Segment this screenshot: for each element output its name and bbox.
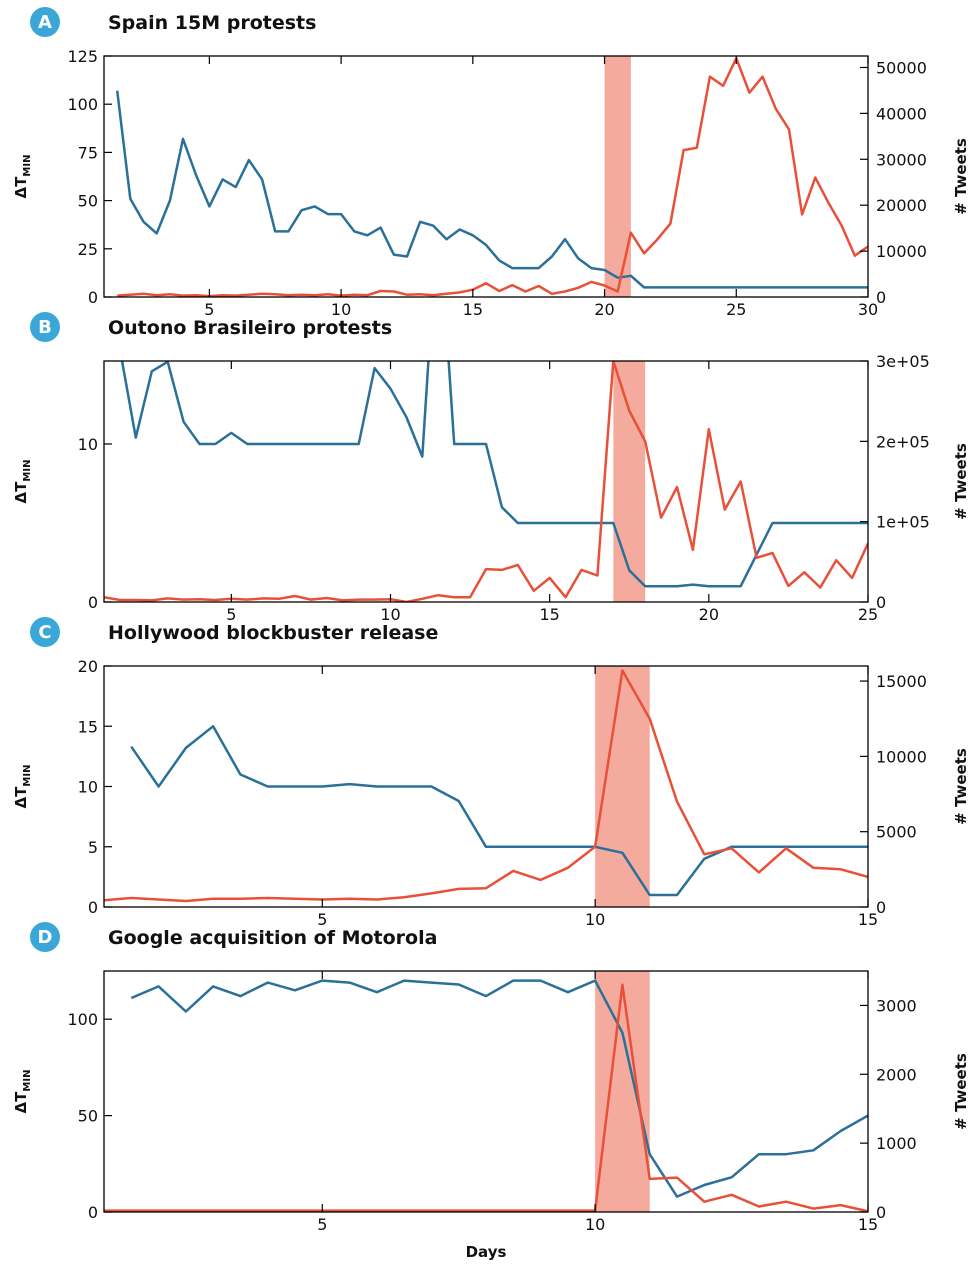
- panel-badge: [30, 617, 60, 647]
- x-tick-label: 5: [226, 605, 236, 624]
- y2-axis-label: # Tweets: [952, 748, 970, 825]
- series-line: [130, 979, 868, 1198]
- panel-badge: [30, 312, 60, 342]
- y2-tick-label: 1000: [876, 1134, 917, 1153]
- panel-title: Google acquisition of Motorola: [108, 927, 437, 949]
- y-tick-label: 10: [78, 778, 98, 797]
- y-tick-label: 5: [88, 838, 98, 857]
- x-tick-label: 10: [585, 910, 605, 929]
- y-axis-label-main: ΔT: [12, 1091, 30, 1114]
- panel-letter: A: [38, 12, 52, 33]
- x-tick-label: 15: [858, 910, 878, 929]
- y2-tick-label: 40000: [876, 104, 927, 123]
- y-tick-label: 100: [67, 1010, 98, 1029]
- y-tick-label: 25: [78, 240, 98, 259]
- y2-tick-label: 0: [876, 288, 886, 307]
- y-axis-label: ΔTMIN: [12, 155, 33, 199]
- y2-tick-label: 0: [876, 898, 886, 917]
- x-tick-label: 15: [858, 1215, 878, 1234]
- y-axis-label: ΔTMIN: [12, 460, 33, 504]
- plot-frame: [103, 970, 869, 1213]
- panel-letter: D: [38, 927, 53, 948]
- x-tick-label: 20: [594, 300, 614, 319]
- panel-title: Outono Brasileiro protests: [108, 317, 392, 339]
- y-axis-label-main: ΔT: [12, 481, 30, 504]
- y-axis-label-sub: MIN: [22, 155, 33, 177]
- y2-tick-label: 50000: [876, 58, 927, 77]
- x-tick-label: 10: [331, 300, 351, 319]
- y-tick-label: 0: [88, 288, 98, 307]
- panel-letter: C: [38, 622, 51, 643]
- y-tick-label: 125: [67, 47, 98, 66]
- y-tick-label: 100: [67, 95, 98, 114]
- y-axis-label-sub: MIN: [22, 765, 33, 787]
- plot-frame: [103, 360, 869, 603]
- series-line: [104, 361, 868, 602]
- y-tick-label: 0: [88, 898, 98, 917]
- y2-axis-label: # Tweets: [952, 443, 970, 520]
- x-tick-label: 15: [539, 605, 559, 624]
- y2-tick-label: 10000: [876, 242, 927, 261]
- y-tick-label: 0: [88, 593, 98, 612]
- y2-tick-label: 15000: [876, 672, 927, 691]
- x-tick-label: 20: [699, 605, 719, 624]
- x-tick-label: 25: [858, 605, 878, 624]
- y2-tick-label: 10000: [876, 747, 927, 766]
- series-line: [120, 361, 868, 588]
- y-tick-label: 20: [78, 657, 98, 676]
- highlight-span: [595, 971, 650, 1212]
- y-axis-label-main: ΔT: [12, 176, 30, 199]
- y2-tick-label: 0: [876, 593, 886, 612]
- y2-tick-label: 5000: [876, 823, 917, 842]
- x-tick-label: 30: [858, 300, 878, 319]
- plot-frame: [103, 55, 869, 298]
- y2-axis-label: # Tweets: [952, 138, 970, 215]
- y-tick-label: 15: [78, 717, 98, 736]
- panel-badge: [30, 7, 60, 37]
- y2-tick-label: 2e+05: [876, 432, 930, 451]
- panel-badge: [30, 922, 60, 952]
- y2-tick-label: 3000: [876, 996, 917, 1015]
- y-axis-label: ΔTMIN: [12, 1070, 33, 1114]
- y2-tick-label: 2000: [876, 1065, 917, 1084]
- y-axis-label: ΔTMIN: [12, 765, 33, 809]
- highlight-span: [604, 56, 631, 297]
- highlight-span: [613, 361, 646, 602]
- y-tick-label: 10: [78, 435, 98, 454]
- y-tick-label: 0: [88, 1203, 98, 1222]
- x-tick-label: 5: [317, 910, 327, 929]
- panel-title: Hollywood blockbuster release: [108, 622, 438, 644]
- x-tick-label: 25: [726, 300, 746, 319]
- y-axis-label-sub: MIN: [22, 460, 33, 482]
- x-tick-label: 10: [585, 1215, 605, 1234]
- x-tick-label: 15: [463, 300, 483, 319]
- y-tick-label: 50: [78, 1107, 98, 1126]
- y2-axis-label: # Tweets: [952, 1053, 970, 1130]
- y-axis-label-sub: MIN: [22, 1070, 33, 1092]
- y2-tick-label: 3e+05: [876, 352, 930, 371]
- series-line: [130, 725, 868, 897]
- plot-frame: [103, 665, 869, 908]
- y-tick-label: 50: [78, 192, 98, 211]
- x-tick-label: 5: [204, 300, 214, 319]
- y2-tick-label: 0: [876, 1203, 886, 1222]
- series-line: [104, 983, 868, 1212]
- y-axis-label-main: ΔT: [12, 786, 30, 809]
- panel-letter: B: [38, 317, 52, 338]
- x-axis-label: Days: [466, 1243, 507, 1261]
- series-line: [117, 57, 868, 297]
- series-line: [104, 669, 868, 903]
- y-tick-label: 75: [78, 143, 98, 162]
- y2-tick-label: 1e+05: [876, 513, 930, 532]
- y2-tick-label: 20000: [876, 196, 927, 215]
- panel-title: Spain 15M protests: [108, 12, 316, 34]
- y2-tick-label: 30000: [876, 150, 927, 169]
- series-line: [115, 90, 868, 289]
- x-tick-label: 10: [380, 605, 400, 624]
- x-tick-label: 5: [317, 1215, 327, 1234]
